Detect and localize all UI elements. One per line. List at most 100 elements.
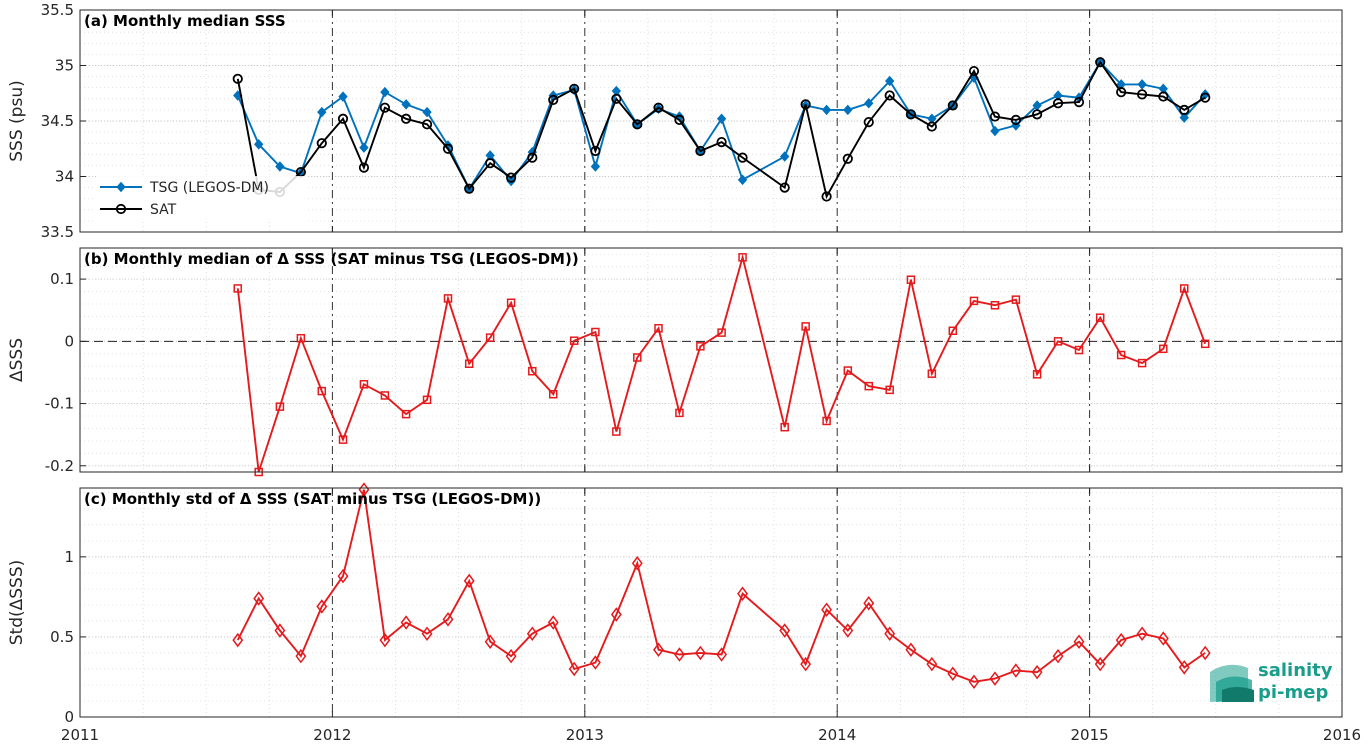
data-point (379, 632, 391, 648)
data-point (295, 648, 307, 664)
y-tick-label: 34 (55, 168, 74, 186)
data-point (842, 153, 853, 164)
data-point (232, 632, 244, 648)
data-point (275, 402, 285, 411)
data-point (779, 623, 791, 638)
data-point (442, 612, 454, 627)
data-point (675, 408, 684, 418)
data-point (905, 642, 917, 657)
data-point (528, 366, 537, 376)
data-point (568, 661, 580, 677)
series-line-delta (236, 253, 1207, 473)
data-point (590, 145, 601, 157)
data-point (275, 161, 285, 172)
data-point (801, 322, 810, 331)
series-line-sat (236, 60, 1206, 200)
data-point (380, 86, 390, 98)
data-point (926, 656, 938, 672)
data-point (843, 366, 853, 375)
data-point (337, 113, 349, 124)
panel-title: (c) Monthly std of Δ SSS (SAT minus TSG … (84, 490, 541, 508)
data-point (547, 615, 559, 630)
data-point (695, 145, 706, 157)
data-point (1011, 295, 1021, 304)
data-point (526, 626, 538, 641)
data-point (359, 142, 369, 153)
data-point (1073, 97, 1085, 108)
y-tick-label: 0.1 (50, 270, 74, 288)
x-tick-label: 2015 (1071, 726, 1109, 744)
series-line-tsg (236, 60, 1206, 191)
data-point (422, 106, 432, 118)
data-point (990, 300, 1000, 310)
data-point (947, 666, 959, 682)
data-point (653, 642, 664, 657)
data-point (737, 586, 748, 601)
x-axis-tick-labels: 2011 2012 2013 2014 2015 2016 (61, 726, 1361, 744)
data-point (821, 191, 832, 202)
data-point (316, 138, 327, 149)
data-point (296, 333, 306, 343)
data-point (337, 568, 349, 584)
data-point (864, 97, 874, 109)
data-point (947, 100, 958, 111)
data-point (717, 328, 726, 337)
data-point (1074, 345, 1084, 355)
data-point (989, 111, 1001, 122)
data-point (884, 90, 895, 101)
data-point (548, 94, 559, 106)
data-point (653, 102, 664, 113)
data-point (694, 645, 706, 661)
wave-logo-icon (1210, 664, 1254, 702)
data-point (464, 359, 474, 368)
data-point (716, 136, 727, 148)
data-point (779, 182, 790, 193)
data-point (442, 143, 454, 154)
y-tick-label: 35.5 (41, 1, 74, 19)
data-point (443, 294, 453, 303)
panel-c: 0 0.5 1 Std(ΔSSS) (c) Monthly std of Δ SSS (… (7, 482, 1343, 726)
data-point (610, 607, 622, 622)
panel-title: (b) Monthly median of Δ SSS (SAT minus T… (84, 250, 579, 268)
y-tick-label: 33.5 (41, 223, 74, 241)
data-point (1052, 648, 1064, 664)
logo-text-line1: salinity (1258, 660, 1333, 681)
data-point (1095, 57, 1106, 68)
panel-b: -0.2 -0.1 0 0.1 ΔSSS (b) Monthly median of Δ … (7, 247, 1343, 477)
data-point (1137, 358, 1147, 368)
plot-border (79, 247, 1343, 473)
data-point (274, 623, 286, 638)
data-point (1116, 87, 1127, 98)
data-point (1137, 79, 1147, 90)
legend-marker-sat (115, 203, 127, 215)
data-point (317, 106, 327, 118)
y-tick-label: -0.1 (45, 395, 74, 413)
data-point (821, 602, 833, 617)
y-tick-label: 1 (64, 548, 74, 566)
data-point (484, 634, 496, 649)
x-tick-label: 2011 (61, 726, 99, 744)
data-point (927, 113, 937, 125)
y-axis-label: ΔSSS (7, 338, 27, 382)
data-point (1180, 284, 1189, 293)
legend-label-sat: SAT (150, 202, 177, 218)
data-point (800, 656, 812, 672)
data-point (632, 119, 643, 130)
data-point (401, 99, 411, 110)
data-point (1094, 656, 1106, 672)
data-point (1179, 104, 1190, 116)
data-point (611, 85, 622, 97)
data-point (906, 275, 916, 284)
data-point (674, 647, 685, 662)
y-tick-label: 0 (64, 708, 74, 726)
series-line-delta (236, 489, 1206, 683)
data-point (379, 102, 390, 113)
data-point (864, 381, 873, 391)
data-point (927, 369, 937, 378)
data-point (317, 386, 327, 396)
data-point (506, 298, 516, 308)
data-point (1136, 626, 1148, 641)
data-point (1159, 344, 1168, 354)
y-axis-label: Std(ΔSSS) (7, 560, 27, 646)
